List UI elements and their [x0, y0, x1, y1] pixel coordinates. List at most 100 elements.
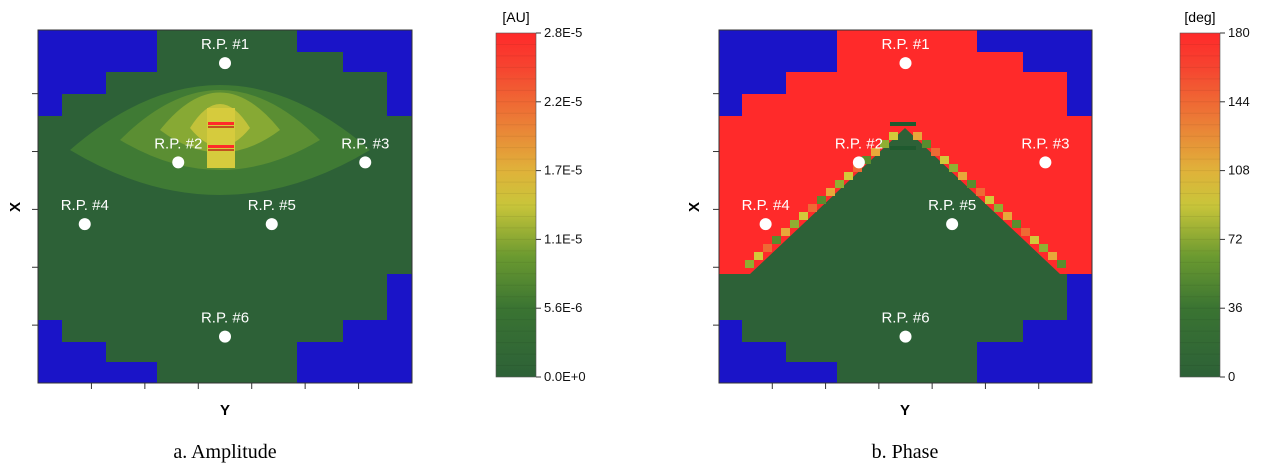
- axis-ticks: [32, 93, 360, 389]
- colorbar-bands: [1180, 43, 1220, 367]
- colorbar-bands: [496, 43, 536, 367]
- phase-edge-cell: [994, 204, 1003, 212]
- colorbar-tick-label: 108: [1228, 163, 1250, 178]
- phase-edge-cell: [976, 188, 985, 196]
- phase-edge-cell: [922, 140, 931, 148]
- reference-point-label: R.P. #2: [835, 135, 883, 152]
- reference-point-marker: [359, 156, 372, 169]
- amplitude-peak-line: [208, 149, 234, 151]
- colorbar-tick-label: 72: [1228, 231, 1242, 246]
- phase-edge-cell: [745, 260, 754, 268]
- reference-point-label: R.P. #5: [248, 197, 296, 214]
- phase-artifact: [890, 146, 916, 150]
- reference-point-marker: [1039, 156, 1052, 169]
- reference-point-label: R.P. #1: [201, 36, 249, 53]
- colorbar-tick-label: 5.6E-6: [544, 300, 582, 315]
- phase-edge-cell: [913, 132, 922, 140]
- phase-heatmap: [719, 30, 1092, 383]
- phase-edge-cell: [985, 196, 994, 204]
- amplitude-peak-line: [208, 145, 234, 148]
- colorbar-phase: [deg] 0 36 72 108 144 180: [1179, 9, 1250, 384]
- colorbar-gradient: [495, 32, 537, 378]
- y-axis-label: X: [7, 202, 24, 212]
- reference-point-marker: [759, 218, 772, 231]
- reference-point-marker: [852, 156, 865, 169]
- reference-point-label: R.P. #6: [881, 310, 929, 327]
- panel-amplitude: Y X R.P. #1R.P. #2 R.P. #3R.P. #4 R.P. #5R…: [7, 9, 586, 463]
- reference-points: R.P. #1 R.P. #2 R.P. #3 R.P. #4 R.P. #5 R.P. …: [742, 36, 1069, 343]
- colorbar-tick-label: 0.0E+0: [544, 369, 586, 384]
- phase-edge-cell: [1048, 252, 1057, 260]
- colorbar-tick-label: 144: [1228, 94, 1250, 109]
- amplitude-peak-column: [207, 108, 235, 168]
- phase-edge-cell: [808, 204, 817, 212]
- reference-point-label: R.P. #3: [1021, 135, 1069, 152]
- x-axis-label: Y: [900, 402, 910, 419]
- phase-edge-cell: [790, 220, 799, 228]
- colorbar-ticks: 0 36 72 108 144 180: [1220, 25, 1250, 384]
- plot-frame: [37, 29, 413, 384]
- phase-edge-cell: [799, 212, 808, 220]
- phase-edge-cell: [949, 164, 958, 172]
- reference-point-marker: [265, 218, 278, 231]
- phase-edge-cell: [1012, 220, 1021, 228]
- colorbar-tick-label: 180: [1228, 25, 1250, 40]
- panel-phase: Y X R.P. #1R.P. #2 R.P. #3R.P. #4 R.P. #5R…: [686, 9, 1250, 463]
- phase-edge-cell: [772, 236, 781, 244]
- phase-edge-cell: [931, 148, 940, 156]
- reference-point-label: R.P. #4: [742, 197, 790, 214]
- phase-edge-cell: [871, 148, 880, 156]
- phase-edge-cell: [889, 132, 898, 140]
- colorbar-amplitude: [AU] 0.0E+0 5.6E-6 1.1E-5 1.7E-5 2.2E-5 2.8E-…: [495, 9, 586, 384]
- x-axis-label: Y: [220, 402, 230, 419]
- phase-red-region: [719, 30, 1092, 274]
- caption-phase: b. Phase: [872, 441, 939, 463]
- colorbar-tick-label: 36: [1228, 300, 1242, 315]
- phase-edge-cell: [781, 228, 790, 236]
- phase-edge-cell: [940, 156, 949, 164]
- reference-points: R.P. #1 R.P. #2 R.P. #3 R.P. #4 R.P. #5 R.P. …: [61, 36, 389, 343]
- phase-edge-cell: [862, 156, 871, 164]
- colorbar-ticks: 0.0E+0 5.6E-6 1.1E-5 1.7E-5 2.2E-5 2.8E-5: [536, 25, 586, 384]
- reference-point-label: R.P. #5: [928, 197, 976, 214]
- amplitude-peak-line: [208, 126, 234, 128]
- phase-edge-cell: [835, 180, 844, 188]
- phase-edge-cell: [967, 180, 976, 188]
- reference-point-label: R.P. #1: [881, 36, 929, 53]
- phase-edge-cell: [1003, 212, 1012, 220]
- colorbar-tick-label: 1.7E-5: [544, 163, 582, 178]
- caption-amplitude: a. Amplitude: [173, 441, 276, 463]
- reference-point-marker: [172, 156, 185, 169]
- colorbar-unit: [deg]: [1184, 9, 1215, 25]
- colorbar-tick-label: 2.2E-5: [544, 94, 582, 109]
- reference-point-marker: [899, 330, 912, 343]
- colorbar-tick-label: 0: [1228, 369, 1235, 384]
- reference-point-marker: [899, 57, 912, 70]
- phase-edge-cell: [1057, 260, 1066, 268]
- reference-point-label: R.P. #6: [201, 310, 249, 327]
- reference-point-marker: [946, 218, 959, 231]
- y-axis-label: X: [686, 202, 703, 212]
- phase-edge-cell: [754, 252, 763, 260]
- phase-edge-cell: [880, 140, 889, 148]
- reference-point-label: R.P. #2: [154, 135, 202, 152]
- phase-edge-cell: [1030, 236, 1039, 244]
- amplitude-heatmap: [38, 30, 412, 383]
- amplitude-peak-line: [208, 122, 234, 125]
- phase-artifact: [890, 122, 916, 126]
- axis-ticks: [713, 93, 1040, 389]
- colorbar-tick-label: 1.1E-5: [544, 231, 582, 246]
- reference-point-marker: [219, 57, 231, 70]
- phase-edge-cell: [1039, 244, 1048, 252]
- reference-point-marker: [219, 330, 231, 343]
- phase-edge-cell: [844, 172, 853, 180]
- reference-point-marker: [78, 218, 91, 231]
- reference-point-label: R.P. #4: [61, 197, 109, 214]
- phase-edge-cell: [1021, 228, 1030, 236]
- colorbar-tick-label: 2.8E-5: [544, 25, 582, 40]
- colorbar-gradient: [1179, 32, 1221, 378]
- phase-edge-cell: [826, 188, 835, 196]
- colorbar-unit: [AU]: [502, 9, 529, 25]
- plot-frame: [718, 29, 1093, 384]
